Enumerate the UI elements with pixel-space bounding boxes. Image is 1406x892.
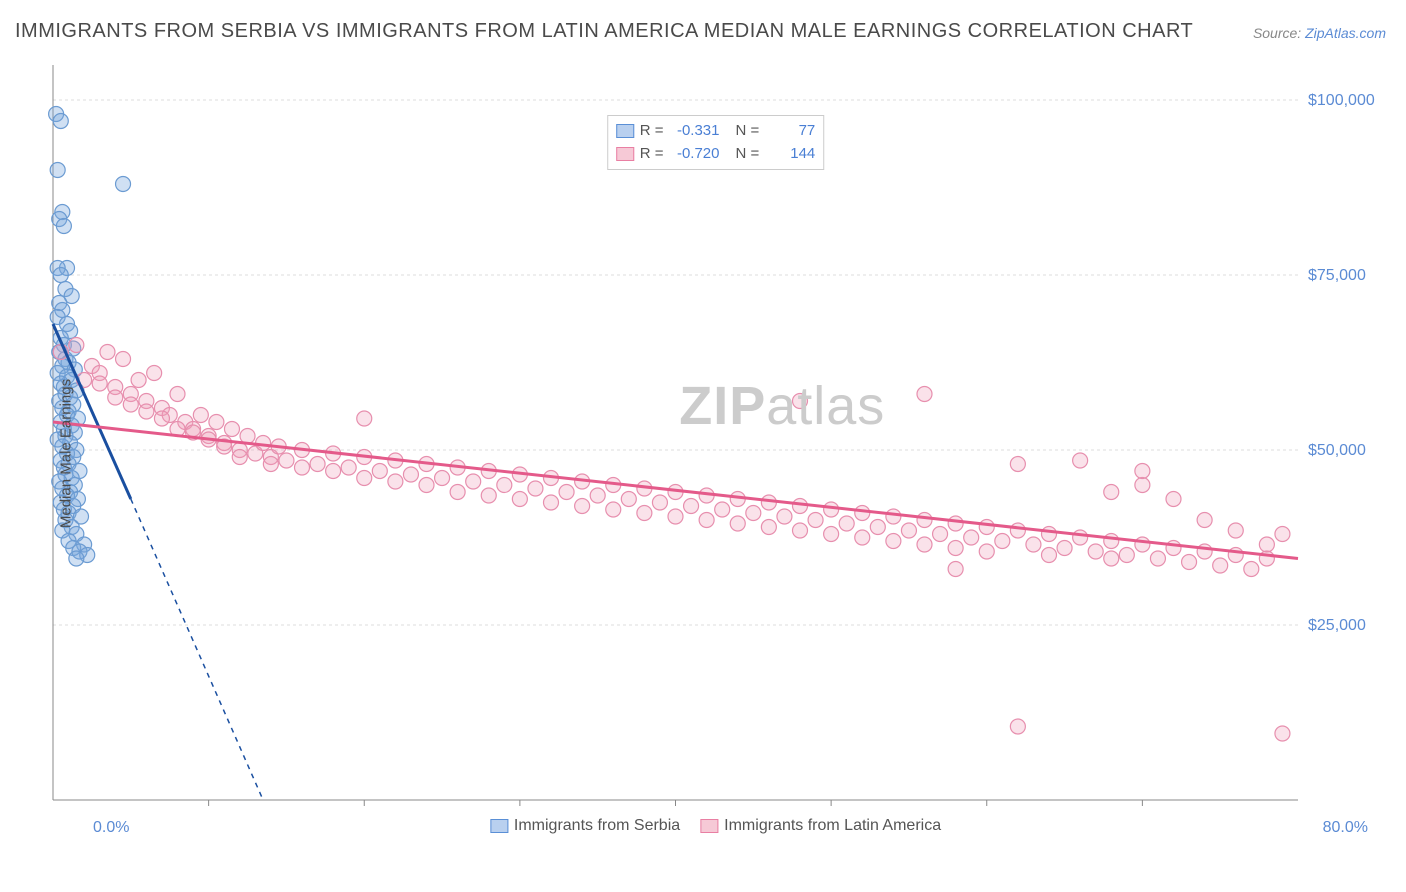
source-prefix: Source:: [1253, 25, 1305, 41]
legend-correlation: R = -0.331 N = 77 R = -0.720 N = 144: [607, 115, 825, 170]
source-link[interactable]: ZipAtlas.com: [1305, 25, 1386, 41]
svg-text:$100,000: $100,000: [1308, 92, 1375, 109]
legend-swatch-serbia: [616, 124, 634, 138]
r-value-serbia: -0.331: [670, 120, 720, 143]
source-attribution: Source: ZipAtlas.com: [1253, 25, 1386, 41]
legend-item-latin: Immigrants from Latin America: [700, 817, 941, 835]
legend-swatch-serbia-2: [490, 819, 508, 833]
n-label: N =: [736, 143, 760, 166]
x-axis-max-label: 80.0%: [1323, 819, 1368, 837]
legend-row-serbia: R = -0.331 N = 77: [616, 120, 816, 143]
y-axis-label: Median Male Earnings: [58, 379, 75, 528]
chart-title: IMMIGRANTS FROM SERBIA VS IMMIGRANTS FRO…: [15, 20, 1193, 43]
scatter-chart: $25,000 $50,000 $75,000 $100,000: [48, 55, 1383, 835]
r-label: R =: [640, 143, 664, 166]
legend-label-latin: Immigrants from Latin America: [724, 817, 941, 835]
legend-swatch-latin-2: [700, 819, 718, 833]
legend-swatch-latin: [616, 147, 634, 161]
n-value-serbia: 77: [765, 120, 815, 143]
n-label: N =: [736, 120, 760, 143]
svg-text:$75,000: $75,000: [1308, 267, 1366, 284]
legend-label-serbia: Immigrants from Serbia: [514, 817, 680, 835]
legend-row-latin: R = -0.720 N = 144: [616, 143, 816, 166]
r-value-latin: -0.720: [670, 143, 720, 166]
chart-container: $25,000$50,000$75,000$100,000 ZIPatlas M…: [48, 55, 1383, 835]
svg-text:$25,000: $25,000: [1308, 617, 1366, 634]
svg-text:$50,000: $50,000: [1308, 442, 1366, 459]
n-value-latin: 144: [765, 143, 815, 166]
legend-item-serbia: Immigrants from Serbia: [490, 817, 680, 835]
x-axis-min-label: 0.0%: [93, 819, 129, 837]
r-label: R =: [640, 120, 664, 143]
legend-series: Immigrants from Serbia Immigrants from L…: [490, 817, 941, 835]
